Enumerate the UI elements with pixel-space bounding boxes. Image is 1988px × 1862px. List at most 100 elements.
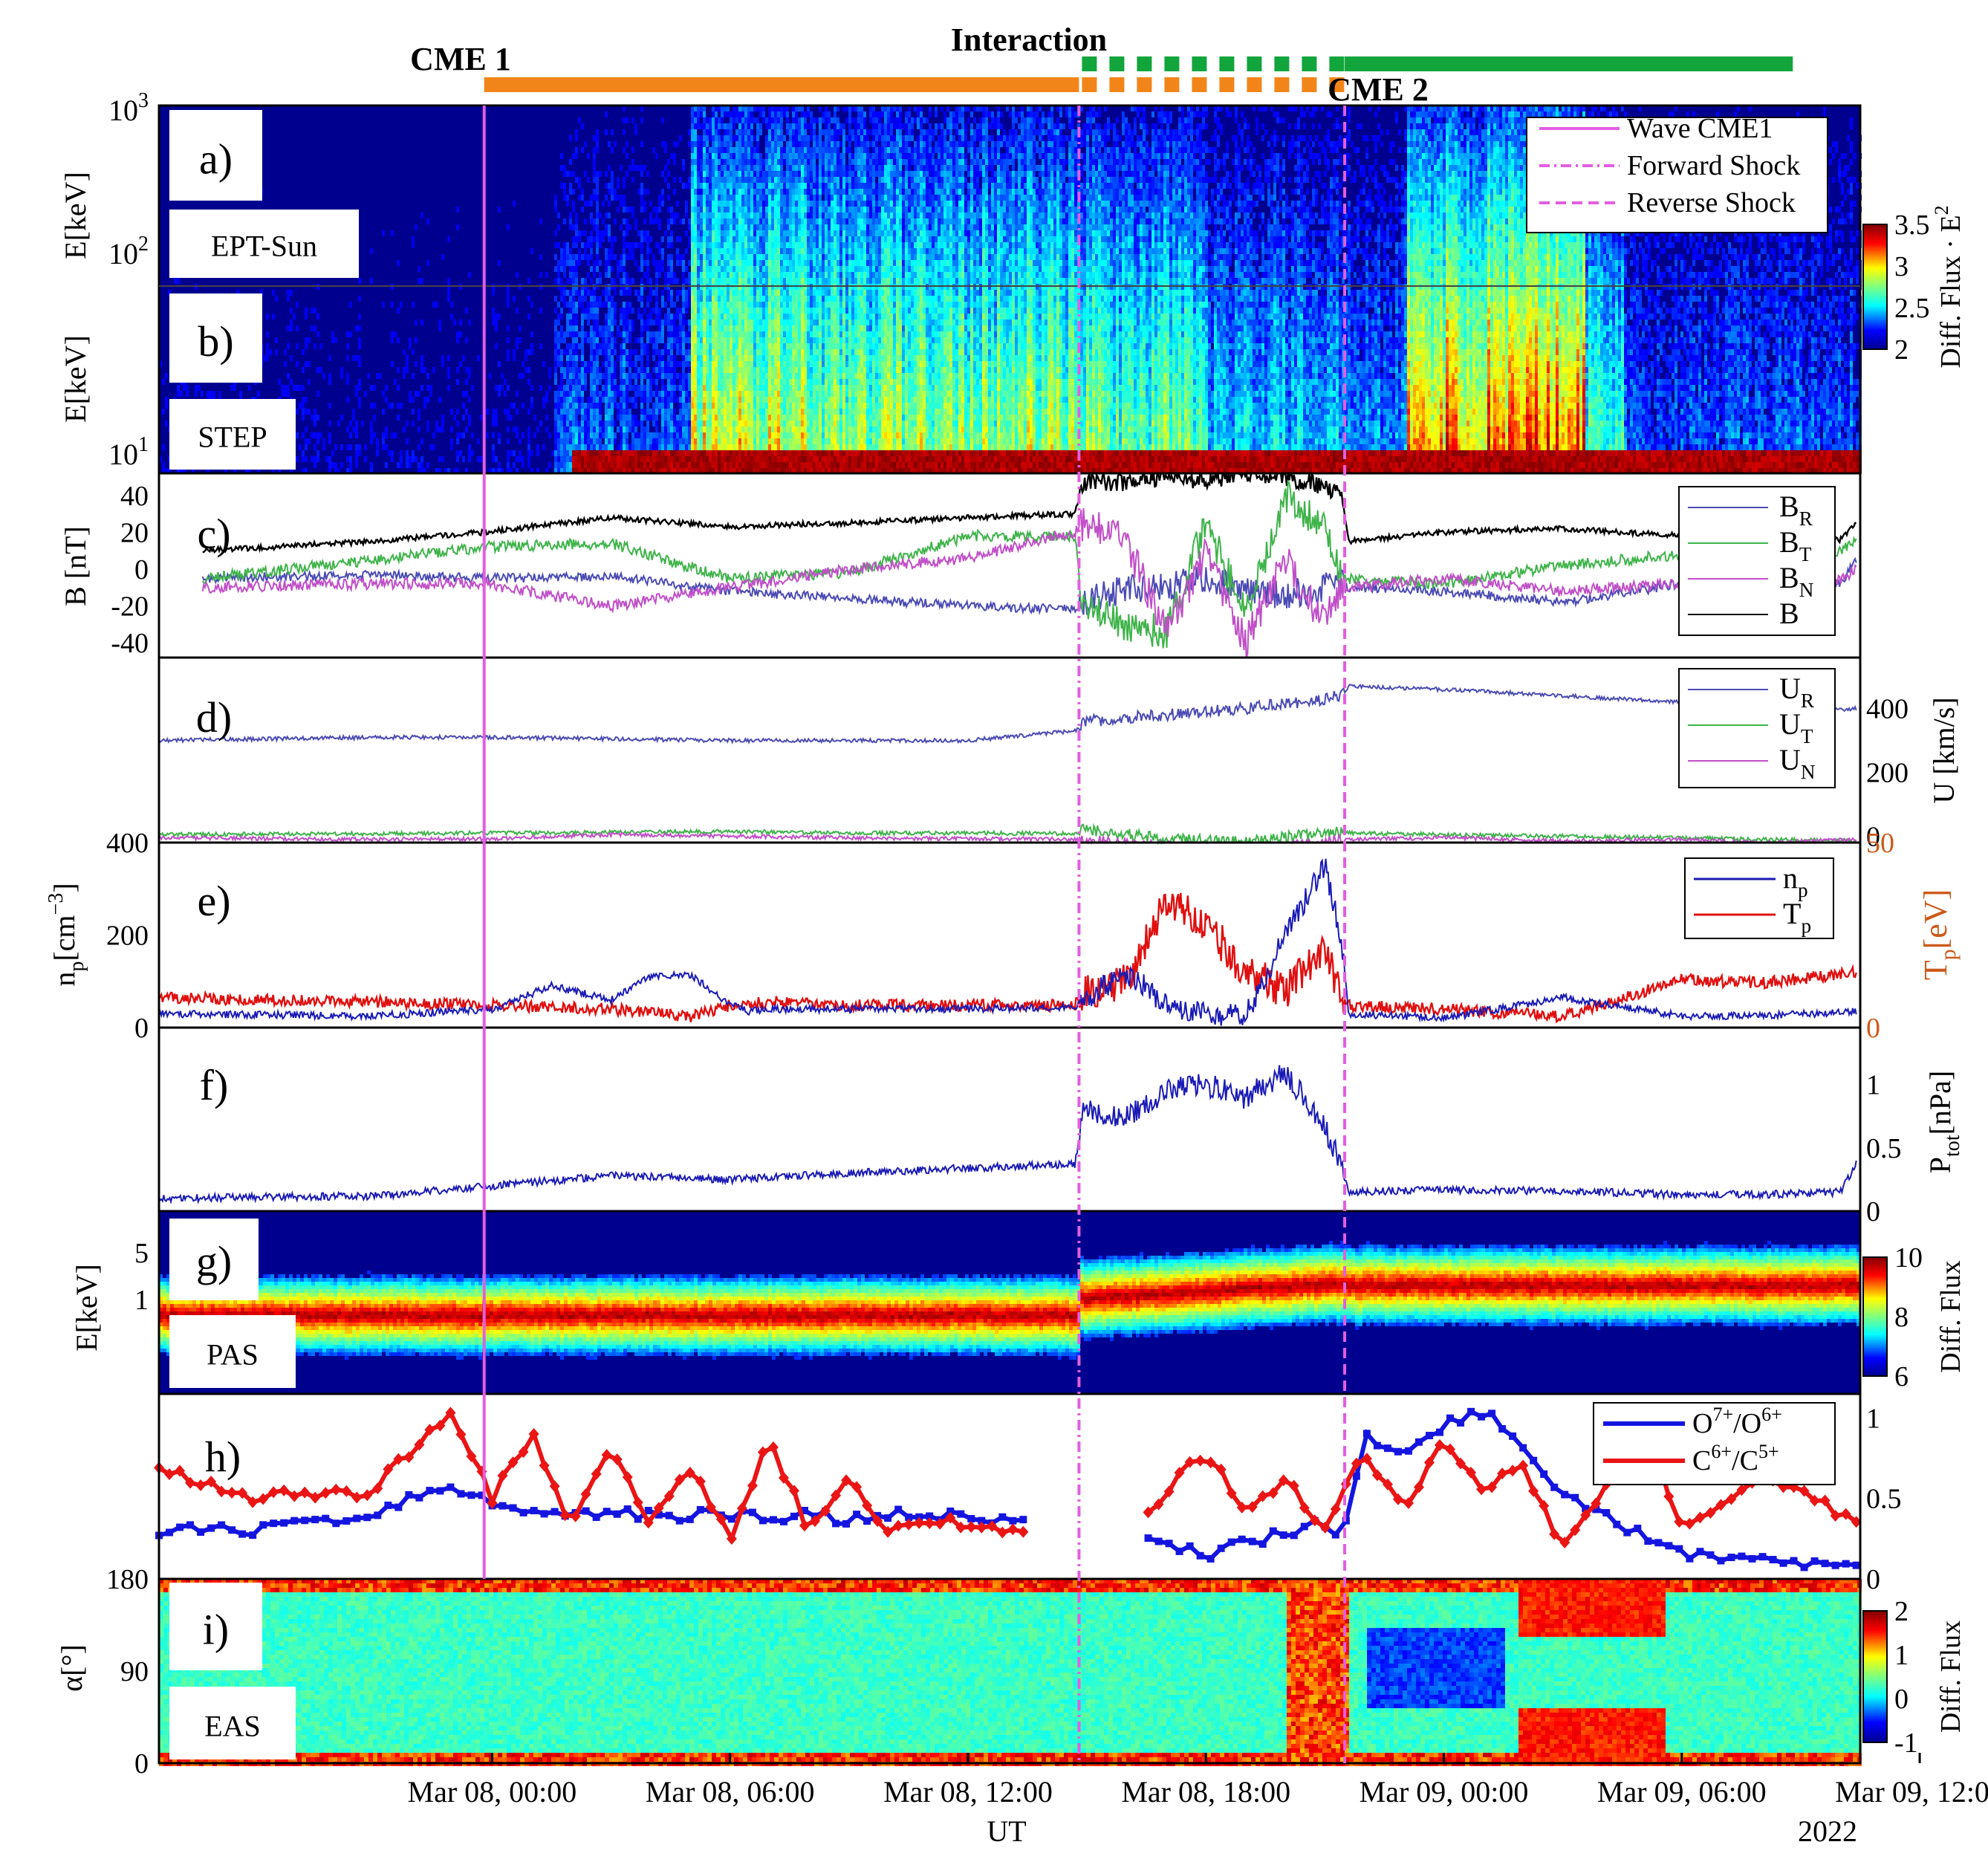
ept-step-pixel	[777, 183, 780, 189]
ept-step-pixel	[735, 296, 738, 302]
ept-step-pixel	[697, 248, 700, 254]
ept-step-pixel	[527, 456, 530, 462]
ept-step-pixel	[759, 189, 762, 195]
ept-step-pixel	[727, 266, 730, 272]
ept-step-pixel	[652, 450, 655, 456]
ept-step-pixel	[759, 278, 762, 284]
ept-step-pixel	[744, 111, 747, 117]
ept-step-pixel	[738, 129, 741, 135]
ept-step-pixel	[694, 129, 697, 135]
ept-step-pixel	[801, 278, 804, 284]
ept-step-pixel	[486, 432, 489, 438]
ept-step-pixel	[727, 254, 730, 260]
ept-step-pixel	[661, 254, 664, 260]
ept-step-pixel	[777, 403, 780, 409]
ept-step-pixel	[572, 349, 575, 355]
ept-step-pixel	[688, 319, 691, 325]
ept-step-pixel	[492, 444, 495, 450]
ept-step-pixel	[744, 218, 747, 224]
ept-step-pixel	[290, 290, 293, 296]
ept-step-pixel	[807, 147, 810, 153]
ept-step-pixel	[623, 361, 626, 367]
ept-step-pixel	[768, 171, 771, 177]
ept-step-pixel	[777, 308, 780, 314]
ept-step-pixel	[569, 308, 572, 314]
ept-step-pixel	[667, 361, 670, 367]
ept-step-pixel	[637, 308, 640, 314]
ept-step-pixel	[789, 409, 792, 415]
ept-step-pixel	[349, 444, 352, 450]
ept-step-pixel	[575, 224, 578, 230]
ept-step-pixel	[691, 177, 694, 183]
ept-step-pixel	[587, 426, 590, 432]
ept-step-pixel	[575, 266, 578, 272]
ept-step-pixel	[738, 314, 741, 319]
ept-step-pixel	[575, 373, 578, 379]
ept-step-pixel	[727, 147, 730, 153]
ept-step-pixel	[741, 337, 744, 343]
ept-step-pixel	[569, 367, 572, 373]
ept-step-pixel	[623, 325, 626, 331]
ept-step-pixel	[694, 189, 697, 195]
ept-step-pixel	[732, 409, 735, 415]
ept-step-pixel	[605, 319, 608, 325]
ept-step-pixel	[756, 106, 759, 111]
ept-step-pixel	[768, 343, 771, 349]
ept-step-pixel	[712, 367, 715, 373]
ept-step-pixel	[646, 325, 649, 331]
ept-step-pixel	[786, 183, 789, 189]
ept-step-pixel	[700, 337, 703, 343]
ept-step-pixel	[768, 230, 771, 236]
ept-step-pixel	[783, 432, 786, 438]
ept-step-pixel	[646, 331, 649, 337]
ept-step-pixel	[786, 278, 789, 284]
ept-step-pixel	[786, 236, 789, 242]
ept-step-pixel	[756, 189, 759, 195]
ept-step-pixel	[516, 337, 519, 343]
ept-step-pixel	[459, 361, 462, 367]
ept-step-pixel	[584, 308, 587, 314]
ept-step-pixel	[738, 207, 741, 213]
ept-step-pixel	[747, 355, 750, 361]
ept-step-pixel	[290, 308, 293, 314]
ept-step-pixel	[655, 397, 658, 403]
ept-step-pixel	[527, 432, 530, 438]
ept-step-pixel	[581, 337, 584, 343]
ept-step-pixel	[700, 177, 703, 183]
ept-step-pixel	[721, 278, 724, 284]
ept-step-pixel	[762, 177, 765, 183]
ept-step-pixel	[560, 296, 563, 302]
ept-step-pixel	[697, 171, 700, 177]
ept-step-pixel	[727, 129, 730, 135]
ept-step-pixel	[572, 242, 575, 248]
ept-step-pixel	[548, 462, 551, 468]
ept-step-pixel	[563, 444, 566, 450]
ept-step-pixel	[709, 367, 712, 373]
ept-step-pixel	[373, 415, 376, 421]
ept-step-pixel	[750, 314, 753, 319]
ept-step-pixel	[715, 159, 718, 165]
ept-step-pixel	[670, 218, 673, 224]
ept-step-pixel	[563, 171, 566, 177]
ept-step-pixel	[747, 319, 750, 325]
ept-step-pixel	[391, 337, 394, 343]
ept-step-pixel	[183, 468, 186, 474]
ept-step-pixel	[507, 450, 510, 456]
ept-step-pixel	[741, 153, 744, 159]
ept-step-pixel	[361, 421, 364, 426]
ept-step-pixel	[623, 373, 626, 379]
ept-step-pixel	[661, 361, 664, 367]
ept-step-pixel	[287, 343, 290, 349]
ept-step-pixel	[709, 296, 712, 302]
ept-step-pixel	[792, 141, 795, 147]
ept-step-pixel	[709, 201, 712, 207]
ept-step-pixel	[569, 224, 572, 230]
ept-step-pixel	[608, 456, 611, 462]
ept-step-pixel	[771, 337, 774, 343]
ept-step-pixel	[718, 165, 721, 171]
ept-step-pixel	[804, 159, 807, 165]
ept-step-pixel	[572, 331, 575, 337]
ept-step-pixel	[730, 373, 732, 379]
ept-step-pixel	[732, 456, 735, 462]
ept-step-pixel	[795, 331, 798, 337]
